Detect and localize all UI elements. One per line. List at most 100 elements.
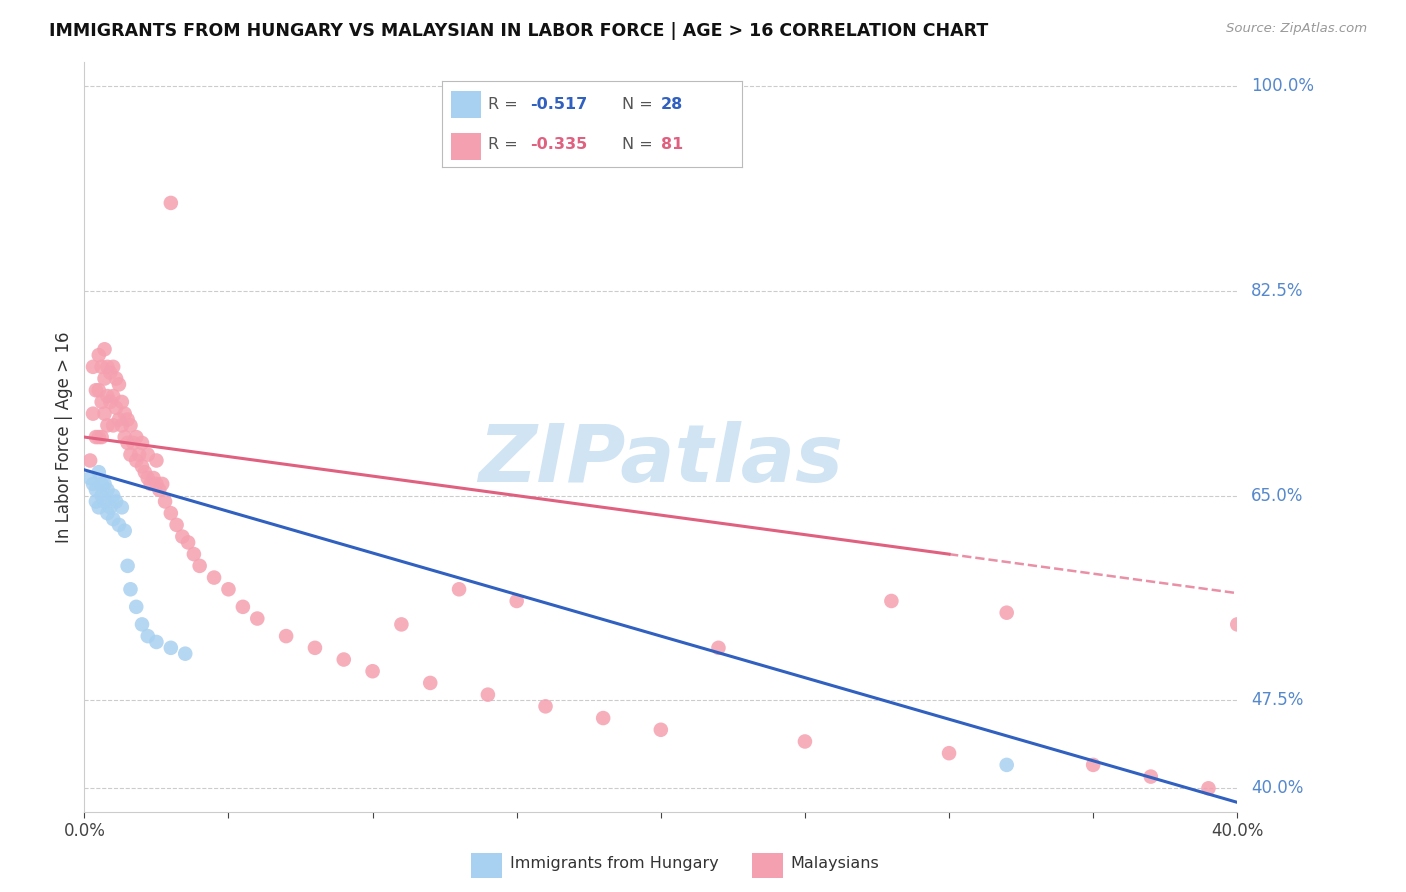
Point — [79, 453, 101, 467]
Point — [125, 453, 148, 467]
Point — [995, 606, 1018, 620]
Point — [136, 448, 159, 462]
Point — [131, 617, 153, 632]
Point — [142, 471, 165, 485]
Point — [136, 629, 159, 643]
Point — [153, 494, 176, 508]
Point — [103, 418, 124, 433]
Point — [105, 494, 128, 508]
Point — [103, 489, 124, 503]
Point — [131, 459, 153, 474]
Point — [98, 366, 121, 380]
Point — [105, 401, 128, 415]
Point — [117, 558, 139, 573]
Point — [93, 371, 115, 385]
Point — [82, 476, 104, 491]
Point — [108, 377, 131, 392]
Point — [274, 629, 298, 643]
Point — [145, 635, 167, 649]
Point — [177, 535, 200, 549]
Text: IMMIGRANTS FROM HUNGARY VS MALAYSIAN IN LABOR FORCE | AGE > 16 CORRELATION CHART: IMMIGRANTS FROM HUNGARY VS MALAYSIAN IN … — [49, 22, 988, 40]
Text: Immigrants from Hungary: Immigrants from Hungary — [510, 856, 718, 871]
Point — [82, 407, 104, 421]
Point — [125, 599, 148, 614]
Text: 47.5%: 47.5% — [1251, 691, 1303, 709]
Text: 65.0%: 65.0% — [1251, 487, 1303, 505]
Point — [87, 500, 110, 515]
Point — [391, 617, 413, 632]
Point — [103, 389, 124, 403]
Point — [880, 594, 903, 608]
Point — [122, 436, 145, 450]
Point — [103, 359, 124, 374]
Point — [145, 453, 167, 467]
Point — [506, 594, 529, 608]
Point — [160, 196, 183, 211]
Point — [120, 582, 142, 597]
Point — [93, 494, 115, 508]
Point — [93, 476, 115, 491]
Point — [87, 384, 110, 398]
Point — [90, 430, 112, 444]
Point — [93, 407, 115, 421]
Point — [87, 465, 110, 479]
Point — [592, 711, 614, 725]
Point — [131, 436, 153, 450]
Point — [96, 389, 118, 403]
Point — [84, 483, 107, 497]
Point — [1226, 617, 1249, 632]
Point — [93, 343, 115, 357]
Text: 82.5%: 82.5% — [1251, 282, 1303, 300]
Point — [96, 483, 118, 497]
Point — [87, 348, 110, 362]
Point — [1139, 770, 1161, 784]
Point — [246, 611, 269, 625]
Point — [98, 395, 121, 409]
Point — [938, 746, 960, 760]
Point — [1197, 781, 1219, 796]
Text: 100.0%: 100.0% — [1251, 77, 1315, 95]
Point — [90, 359, 112, 374]
Point — [707, 640, 730, 655]
Point — [202, 571, 225, 585]
Point — [188, 558, 211, 573]
Point — [120, 448, 142, 462]
Point — [304, 640, 326, 655]
Point — [114, 407, 136, 421]
Point — [172, 530, 194, 544]
Point — [96, 506, 118, 520]
Text: ZIPatlas: ZIPatlas — [478, 420, 844, 499]
Point — [82, 359, 104, 374]
Point — [111, 500, 134, 515]
Point — [96, 418, 118, 433]
Point — [1081, 758, 1104, 772]
Point — [117, 412, 139, 426]
Point — [217, 582, 239, 597]
Point — [114, 524, 136, 538]
Point — [90, 489, 112, 503]
Point — [477, 688, 499, 702]
Point — [111, 418, 134, 433]
Point — [125, 430, 148, 444]
Point — [232, 599, 254, 614]
Point — [148, 483, 170, 497]
Point — [145, 476, 167, 491]
Point — [134, 465, 156, 479]
Point — [447, 582, 470, 597]
Point — [90, 395, 112, 409]
Point — [84, 384, 107, 398]
Point — [150, 476, 173, 491]
Point — [105, 371, 128, 385]
Point — [79, 471, 101, 485]
Point — [114, 430, 136, 444]
Y-axis label: In Labor Force | Age > 16: In Labor Force | Age > 16 — [55, 331, 73, 543]
Point — [103, 512, 124, 526]
Point — [108, 412, 131, 426]
Text: Malaysians: Malaysians — [790, 856, 879, 871]
Point — [534, 699, 557, 714]
Point — [160, 640, 183, 655]
Point — [160, 506, 183, 520]
Point — [120, 418, 142, 433]
Point — [98, 500, 121, 515]
Point — [84, 430, 107, 444]
